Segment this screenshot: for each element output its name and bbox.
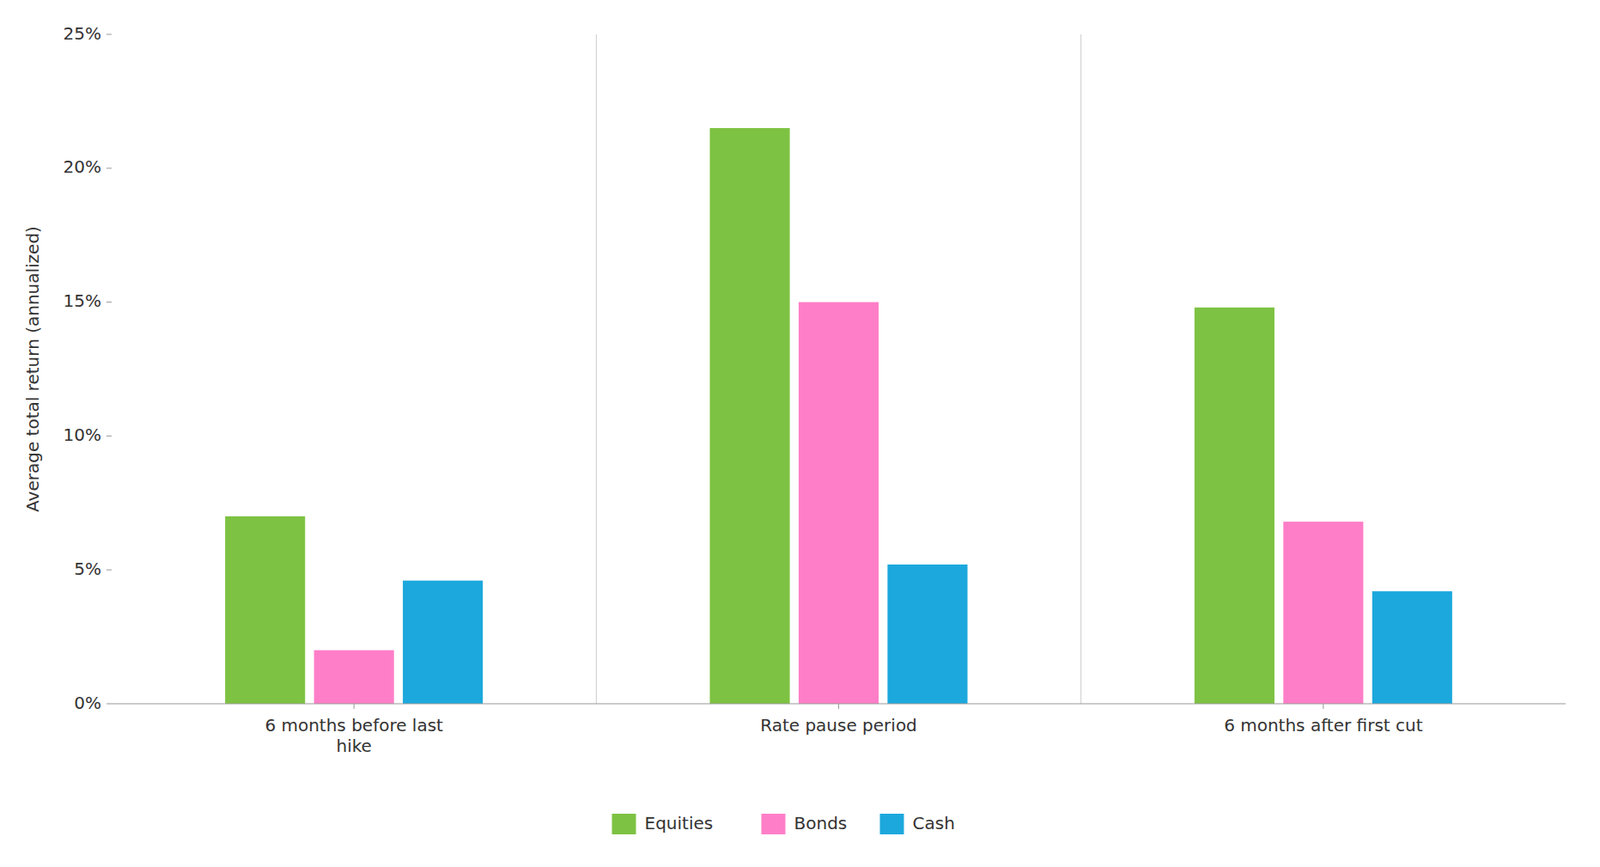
x-tick <box>353 703 355 709</box>
y-tick-label: 5% <box>73 558 102 579</box>
legend-label: Equities <box>644 812 714 834</box>
x-tick <box>1322 703 1324 709</box>
bar <box>709 127 790 704</box>
y-tick-label: 20% <box>63 156 102 177</box>
group-separator <box>596 34 597 704</box>
y-tick <box>106 435 112 437</box>
chart-container: 0% 5% 10% 15% 20% 25% Average total return (an… <box>0 0 1600 867</box>
legend-label: Bonds <box>794 812 848 834</box>
legend-swatch <box>761 813 786 834</box>
y-tick-label: 25% <box>63 23 102 44</box>
y-tick <box>106 301 112 303</box>
legend: Equities Bonds Cash <box>612 812 956 835</box>
bars <box>225 127 1453 704</box>
legend-label: Cash <box>912 812 956 834</box>
bar <box>225 516 305 704</box>
bar <box>1372 590 1453 704</box>
y-tick <box>106 569 112 571</box>
bar <box>314 650 395 704</box>
y-tick-label: 15% <box>63 290 102 311</box>
legend-swatch <box>880 813 905 834</box>
x-tick-label: 6 months before lasthike <box>264 714 444 756</box>
y-tick <box>106 34 112 36</box>
x-tick-label-line: Rate pause period <box>760 714 918 736</box>
y-tick <box>106 703 112 705</box>
bar <box>887 564 968 704</box>
x-tick-label-line: hike <box>335 735 372 756</box>
y-tick <box>106 167 112 169</box>
x-tick-label: 6 months after first cut <box>1223 714 1424 736</box>
y-axis-label: Average total return (annualized) <box>22 225 43 512</box>
chart-svg: 0% 5% 10% 15% 20% 25% Average total return (an… <box>0 0 1600 867</box>
bar <box>402 580 483 704</box>
bar <box>798 302 879 704</box>
group-separator <box>1080 34 1082 704</box>
bar <box>1283 521 1363 704</box>
x-tick-label: Rate pause period <box>760 714 918 736</box>
y-tick-label: 10% <box>63 424 102 445</box>
x-tick-label-line: 6 months before last <box>264 714 444 736</box>
y-tick-label: 0% <box>73 692 102 713</box>
bar <box>1194 307 1275 704</box>
legend-swatch <box>612 813 637 834</box>
x-tick-label-line: 6 months after first cut <box>1223 714 1424 736</box>
x-tick <box>838 703 840 709</box>
